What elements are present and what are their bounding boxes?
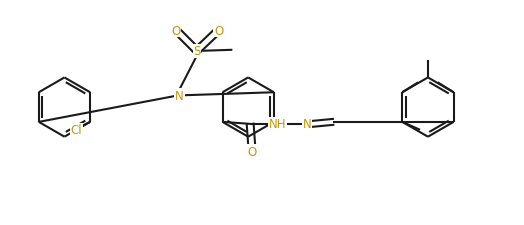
Text: N: N [303, 118, 312, 131]
Text: N: N [174, 89, 183, 102]
Text: Cl: Cl [71, 124, 82, 137]
Text: NH: NH [269, 118, 287, 131]
Text: O: O [247, 145, 257, 158]
Text: O: O [171, 24, 181, 37]
Text: O: O [214, 24, 223, 37]
Text: S: S [193, 45, 201, 58]
